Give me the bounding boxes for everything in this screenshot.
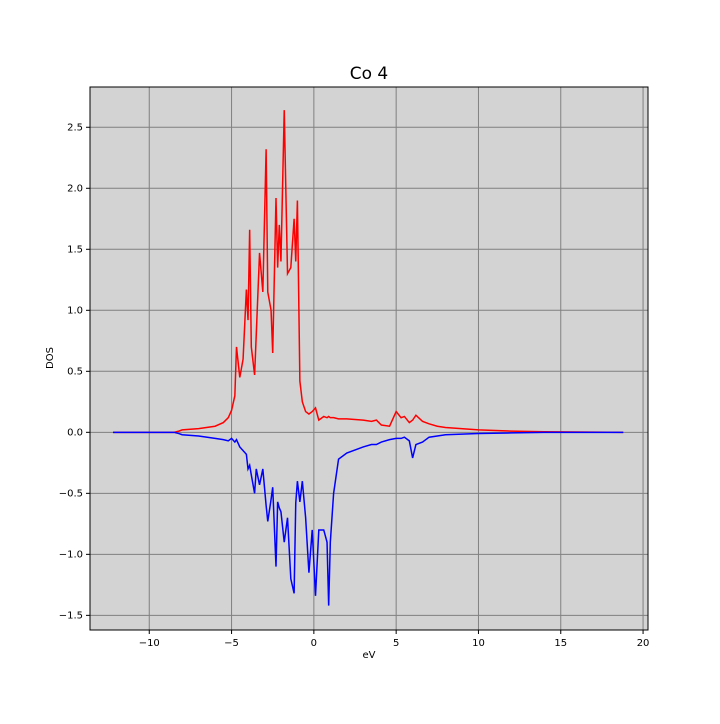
y-tick-label: 0.0 xyxy=(67,427,83,438)
y-axis-label: DOS xyxy=(45,347,56,369)
y-tick-label: 2.5 xyxy=(67,122,83,133)
x-tick-label: −5 xyxy=(224,638,239,649)
y-tick-label: 0.5 xyxy=(67,366,83,377)
x-tick-label: 10 xyxy=(472,638,485,649)
y-tick-label: −0.5 xyxy=(59,488,83,499)
line xyxy=(113,110,624,434)
x-tick-label: 15 xyxy=(554,638,567,649)
x-tick-label: 5 xyxy=(393,638,399,649)
y-tick-label: 1.0 xyxy=(67,305,83,316)
y-tick-label: −1.0 xyxy=(59,549,83,560)
axes-frame xyxy=(89,86,649,631)
y-tick-label: −1.5 xyxy=(59,610,83,621)
x-axis-label: eV xyxy=(363,650,376,661)
x-tick-label: 0 xyxy=(311,638,317,649)
x-tick-label: 20 xyxy=(637,638,650,649)
chart-title: Co 4 xyxy=(350,64,389,84)
line xyxy=(113,431,624,606)
plot-area xyxy=(90,87,648,630)
y-tick-label: 2.0 xyxy=(67,183,83,194)
x-tick-label: −10 xyxy=(139,638,160,649)
y-tick-label: 1.5 xyxy=(67,244,83,255)
